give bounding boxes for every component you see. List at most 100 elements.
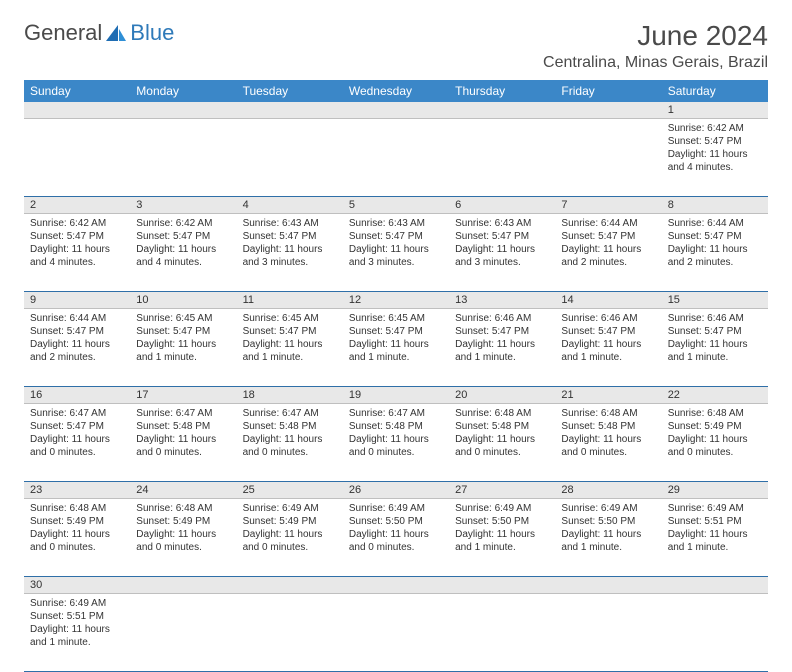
day-number-cell: 11 bbox=[237, 292, 343, 309]
sunset-text: Sunset: 5:50 PM bbox=[561, 515, 655, 528]
daylight-text-1: Daylight: 11 hours bbox=[561, 433, 655, 446]
sunrise-text: Sunrise: 6:45 AM bbox=[136, 312, 230, 325]
day-cell bbox=[130, 119, 236, 197]
daylight-text-2: and 1 minute. bbox=[561, 351, 655, 364]
day-number-cell: 28 bbox=[555, 482, 661, 499]
calendar: SundayMondayTuesdayWednesdayThursdayFrid… bbox=[24, 80, 768, 672]
daylight-text-2: and 0 minutes. bbox=[136, 446, 230, 459]
sunset-text: Sunset: 5:47 PM bbox=[243, 230, 337, 243]
daylight-text-1: Daylight: 11 hours bbox=[455, 338, 549, 351]
day-cell: Sunrise: 6:46 AMSunset: 5:47 PMDaylight:… bbox=[449, 309, 555, 387]
sunrise-text: Sunrise: 6:43 AM bbox=[455, 217, 549, 230]
sunset-text: Sunset: 5:48 PM bbox=[561, 420, 655, 433]
sunrise-text: Sunrise: 6:48 AM bbox=[561, 407, 655, 420]
daylight-text-1: Daylight: 11 hours bbox=[349, 433, 443, 446]
sunrise-text: Sunrise: 6:46 AM bbox=[561, 312, 655, 325]
daylight-text-2: and 0 minutes. bbox=[349, 446, 443, 459]
daylight-text-2: and 1 minute. bbox=[136, 351, 230, 364]
sunrise-text: Sunrise: 6:46 AM bbox=[668, 312, 762, 325]
sunrise-text: Sunrise: 6:43 AM bbox=[349, 217, 443, 230]
daylight-text-2: and 0 minutes. bbox=[349, 541, 443, 554]
day-number-cell bbox=[130, 577, 236, 594]
daylight-text-2: and 0 minutes. bbox=[668, 446, 762, 459]
day-number-cell: 29 bbox=[662, 482, 768, 499]
daylight-text-2: and 1 minute. bbox=[455, 541, 549, 554]
day-cell: Sunrise: 6:45 AMSunset: 5:47 PMDaylight:… bbox=[343, 309, 449, 387]
daylight-text-2: and 3 minutes. bbox=[349, 256, 443, 269]
day-number-cell bbox=[555, 102, 661, 119]
day-cell: Sunrise: 6:42 AMSunset: 5:47 PMDaylight:… bbox=[662, 119, 768, 197]
day-cell bbox=[449, 119, 555, 197]
day-cell: Sunrise: 6:49 AMSunset: 5:51 PMDaylight:… bbox=[662, 499, 768, 577]
daylight-text-1: Daylight: 11 hours bbox=[561, 243, 655, 256]
location: Centralina, Minas Gerais, Brazil bbox=[543, 54, 768, 72]
daylight-text-1: Daylight: 11 hours bbox=[561, 338, 655, 351]
day-number-cell: 4 bbox=[237, 197, 343, 214]
sunrise-text: Sunrise: 6:49 AM bbox=[561, 502, 655, 515]
day-cell: Sunrise: 6:46 AMSunset: 5:47 PMDaylight:… bbox=[662, 309, 768, 387]
daynum-row: 1 bbox=[24, 102, 768, 119]
sunrise-text: Sunrise: 6:42 AM bbox=[136, 217, 230, 230]
day-cell: Sunrise: 6:43 AMSunset: 5:47 PMDaylight:… bbox=[237, 214, 343, 292]
month-title: June 2024 bbox=[543, 20, 768, 52]
sunset-text: Sunset: 5:47 PM bbox=[455, 230, 549, 243]
day-number-cell: 14 bbox=[555, 292, 661, 309]
sunset-text: Sunset: 5:47 PM bbox=[668, 230, 762, 243]
weekday-header: Thursday bbox=[449, 80, 555, 102]
sunset-text: Sunset: 5:47 PM bbox=[455, 325, 549, 338]
sunrise-text: Sunrise: 6:44 AM bbox=[30, 312, 124, 325]
daylight-text-1: Daylight: 11 hours bbox=[561, 528, 655, 541]
day-number-cell: 21 bbox=[555, 387, 661, 404]
sunrise-text: Sunrise: 6:48 AM bbox=[136, 502, 230, 515]
day-cell bbox=[343, 594, 449, 672]
daylight-text-1: Daylight: 11 hours bbox=[136, 528, 230, 541]
sunset-text: Sunset: 5:49 PM bbox=[668, 420, 762, 433]
daylight-text-1: Daylight: 11 hours bbox=[349, 338, 443, 351]
day-number-cell: 30 bbox=[24, 577, 130, 594]
week-row: Sunrise: 6:49 AMSunset: 5:51 PMDaylight:… bbox=[24, 594, 768, 672]
sunset-text: Sunset: 5:49 PM bbox=[243, 515, 337, 528]
daylight-text-1: Daylight: 11 hours bbox=[455, 528, 549, 541]
day-number-cell bbox=[237, 577, 343, 594]
daylight-text-2: and 0 minutes. bbox=[136, 541, 230, 554]
sunset-text: Sunset: 5:47 PM bbox=[30, 230, 124, 243]
sunrise-text: Sunrise: 6:49 AM bbox=[668, 502, 762, 515]
day-cell: Sunrise: 6:42 AMSunset: 5:47 PMDaylight:… bbox=[24, 214, 130, 292]
day-cell: Sunrise: 6:49 AMSunset: 5:50 PMDaylight:… bbox=[449, 499, 555, 577]
day-cell bbox=[237, 594, 343, 672]
header: General Blue June 2024 Centralina, Minas… bbox=[24, 20, 768, 72]
daylight-text-2: and 1 minute. bbox=[243, 351, 337, 364]
day-cell: Sunrise: 6:42 AMSunset: 5:47 PMDaylight:… bbox=[130, 214, 236, 292]
day-cell: Sunrise: 6:49 AMSunset: 5:51 PMDaylight:… bbox=[24, 594, 130, 672]
day-cell bbox=[343, 119, 449, 197]
daylight-text-1: Daylight: 11 hours bbox=[668, 243, 762, 256]
day-number-cell bbox=[449, 102, 555, 119]
day-cell: Sunrise: 6:48 AMSunset: 5:49 PMDaylight:… bbox=[130, 499, 236, 577]
daylight-text-2: and 0 minutes. bbox=[561, 446, 655, 459]
daylight-text-1: Daylight: 11 hours bbox=[243, 433, 337, 446]
daylight-text-2: and 1 minute. bbox=[561, 541, 655, 554]
sunset-text: Sunset: 5:48 PM bbox=[455, 420, 549, 433]
sunrise-text: Sunrise: 6:44 AM bbox=[561, 217, 655, 230]
daylight-text-1: Daylight: 11 hours bbox=[136, 243, 230, 256]
sunrise-text: Sunrise: 6:47 AM bbox=[136, 407, 230, 420]
sunset-text: Sunset: 5:49 PM bbox=[136, 515, 230, 528]
weekday-row: SundayMondayTuesdayWednesdayThursdayFrid… bbox=[24, 80, 768, 102]
sunset-text: Sunset: 5:47 PM bbox=[30, 420, 124, 433]
sunset-text: Sunset: 5:49 PM bbox=[30, 515, 124, 528]
week-row: Sunrise: 6:47 AM Sunset: 5:47 PM Daylight:… bbox=[24, 404, 768, 482]
day-cell bbox=[555, 594, 661, 672]
day-number-cell: 16 bbox=[24, 387, 130, 404]
daylight-text-1: Daylight: 11 hours bbox=[349, 243, 443, 256]
daylight-text-2: and 4 minutes. bbox=[136, 256, 230, 269]
sunset-text: Sunset: 5:48 PM bbox=[349, 420, 443, 433]
daylight-text-1: Daylight: 11 hours bbox=[668, 148, 762, 161]
day-number-cell: 3 bbox=[130, 197, 236, 214]
weekday-header: Friday bbox=[555, 80, 661, 102]
daylight-text-1: Daylight: 11 hours bbox=[243, 528, 337, 541]
daylight-text-1: Daylight: 11 hours bbox=[668, 338, 762, 351]
daylight-text-1: Daylight: 11 hours bbox=[243, 338, 337, 351]
sunset-text: Sunset: 5:47 PM bbox=[668, 325, 762, 338]
day-number-cell: 19 bbox=[343, 387, 449, 404]
day-number-cell: 15 bbox=[662, 292, 768, 309]
